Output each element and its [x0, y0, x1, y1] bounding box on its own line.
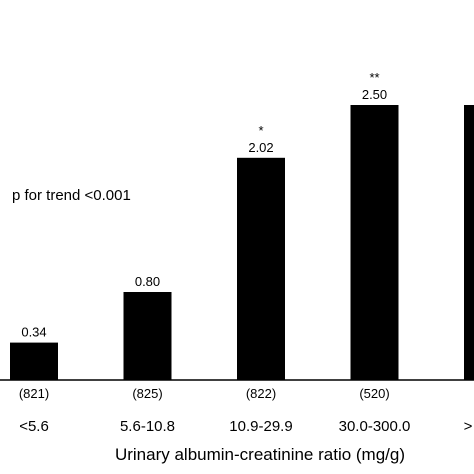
significance-label-2: *	[258, 123, 263, 138]
n-label-2: (822)	[246, 386, 276, 401]
trend-annotation: p for trend <0.001	[12, 187, 131, 204]
n-label-1: (825)	[132, 386, 162, 401]
bar-2	[237, 157, 285, 380]
value-label-1: 0.80	[135, 274, 160, 289]
category-label-0: <5.6	[19, 418, 49, 435]
bar-0	[10, 342, 58, 380]
category-label-4: >	[464, 418, 473, 435]
n-label-0: (821)	[19, 386, 49, 401]
significance-label-3: **	[369, 70, 379, 85]
n-label-3: (520)	[359, 386, 389, 401]
category-label-3: 30.0-300.0	[339, 418, 411, 435]
bar-1	[123, 292, 172, 380]
labels-group: 0.34 (821) <5.6 0.80 (825) 5.6-10.8 2.02 * (822)…	[19, 70, 473, 435]
value-label-2: 2.02	[248, 140, 273, 155]
category-label-1: 5.6-10.8	[120, 418, 175, 435]
bar-4	[464, 105, 474, 380]
x-axis-title: Urinary albumin-creatinine ratio (mg/g)	[115, 445, 405, 464]
category-label-2: 10.9-29.9	[229, 418, 292, 435]
value-label-0: 0.34	[21, 325, 46, 340]
value-label-3: 2.50	[362, 87, 387, 102]
bars-group	[10, 105, 474, 380]
bar-3	[350, 105, 399, 380]
